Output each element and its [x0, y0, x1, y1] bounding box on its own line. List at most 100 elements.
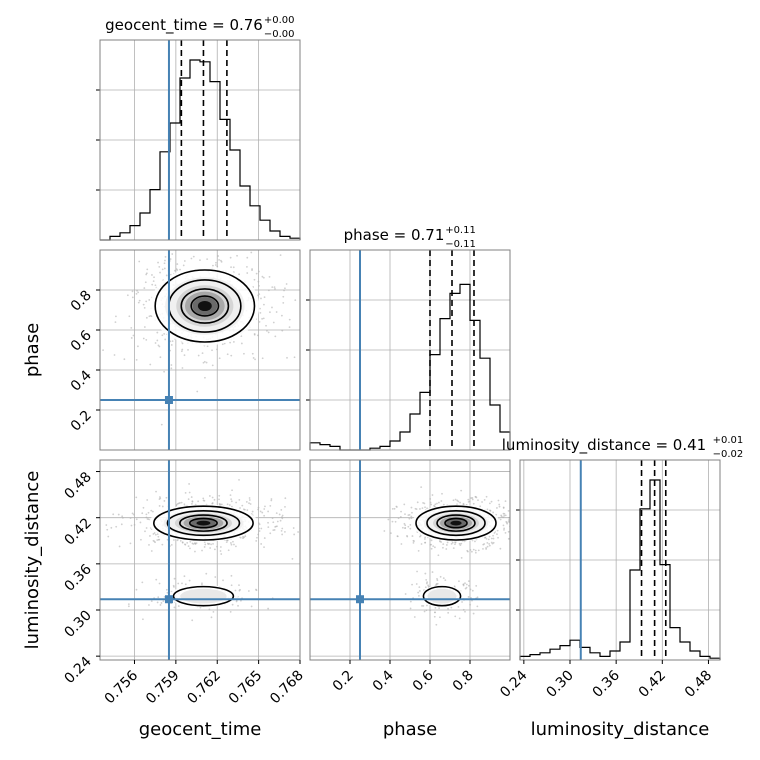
scatter-point	[442, 543, 445, 546]
scatter-point	[151, 274, 153, 276]
scatter-point	[417, 594, 420, 597]
contour-line	[422, 585, 462, 607]
scatter-point	[281, 527, 284, 530]
scatter-point	[488, 542, 491, 545]
scatter-point	[230, 266, 232, 269]
scatter-point	[158, 345, 161, 348]
scatter-point	[244, 535, 247, 538]
scatter-point	[432, 545, 435, 547]
scatter-point	[502, 516, 505, 519]
scatter-point	[424, 506, 426, 509]
scatter-point	[230, 500, 233, 503]
scatter-point	[188, 579, 191, 582]
scatter-point	[246, 256, 249, 259]
scatter-point	[447, 611, 450, 614]
scatter-point	[159, 496, 161, 498]
scatter-point	[276, 525, 278, 528]
scatter-point	[417, 549, 420, 552]
scatter-point	[283, 289, 285, 292]
scatter-point	[220, 503, 223, 506]
scatter-point	[128, 315, 131, 318]
y-tick-label: 0.8	[68, 288, 95, 315]
density-level	[197, 300, 212, 312]
scatter-point	[503, 527, 506, 530]
scatter-point	[142, 303, 145, 306]
scatter-point	[238, 584, 240, 587]
scatter-point	[138, 299, 141, 302]
scatter-point	[261, 275, 264, 278]
scatter-point	[201, 549, 203, 552]
scatter-point	[160, 247, 162, 249]
scatter-point	[269, 532, 272, 535]
scatter-point	[268, 275, 271, 278]
scatter-point	[505, 520, 508, 523]
scatter-point	[475, 496, 478, 499]
scatter-point	[409, 607, 412, 610]
scatter-point	[409, 523, 412, 526]
scatter-point	[429, 543, 432, 546]
scatter-point	[472, 502, 475, 505]
scatter-point	[161, 543, 164, 546]
contour-line	[172, 585, 235, 607]
scatter-point	[271, 517, 274, 520]
scatter-point	[490, 537, 493, 540]
scatter-point	[425, 609, 428, 612]
scatter-point	[251, 352, 254, 355]
scatter-point	[260, 297, 262, 300]
density-level	[427, 588, 457, 604]
scatter-point	[438, 607, 440, 610]
scatter-point	[190, 257, 193, 260]
title-phase: phase = 0.71	[344, 226, 445, 244]
scatter-point	[218, 494, 221, 497]
scatter-point	[260, 543, 263, 545]
text-layer: geocent_time = 0.76 +0.00 −0.00 phase = 0.7…	[22, 15, 743, 740]
scatter-point	[145, 513, 148, 516]
scatter-point	[472, 548, 475, 551]
y-axis-label-phase: phase	[22, 323, 43, 377]
truth-marker	[164, 396, 173, 404]
scatter-point	[444, 579, 447, 582]
scatter-point	[390, 532, 392, 535]
scatter-point	[488, 535, 491, 538]
y-tick-label: 0.6	[68, 327, 95, 354]
scatter-point	[281, 533, 284, 536]
scatter-point	[425, 578, 428, 581]
scatter-point	[105, 524, 108, 526]
scatter-point	[284, 287, 286, 290]
scatter-point	[383, 530, 386, 532]
scatter-point	[191, 502, 193, 505]
scatter-point	[426, 507, 429, 510]
scatter-point	[500, 514, 502, 517]
truth-marker	[164, 595, 173, 604]
scatter-point	[158, 582, 161, 585]
scatter-point	[527, 516, 529, 518]
scatter-point	[227, 549, 230, 552]
scatter-point	[512, 513, 514, 515]
scatter-point	[483, 543, 486, 545]
scatter-point	[458, 617, 461, 620]
scatter-point	[141, 581, 144, 584]
scatter-point	[281, 517, 284, 520]
scatter-point	[261, 511, 264, 514]
scatter-point	[235, 501, 238, 504]
scatter-point	[464, 587, 467, 590]
scatter-point	[420, 486, 423, 489]
scatter-point	[214, 264, 217, 266]
scatter-point	[412, 541, 415, 544]
scatter-point	[173, 246, 175, 248]
scatter-point	[235, 600, 238, 603]
scatter-point	[498, 503, 501, 506]
scatter-point	[424, 572, 427, 575]
scatter-point	[150, 550, 153, 552]
scatter-point	[394, 520, 397, 523]
title-sub-luminosity_distance: −0.02	[713, 449, 744, 460]
panel-frame	[99, 459, 301, 661]
scatter-point	[221, 343, 224, 346]
scatter-point	[159, 271, 161, 274]
contour-line	[415, 505, 497, 541]
scatter-point	[489, 509, 492, 512]
scatter-point	[257, 508, 259, 511]
scatter-point	[141, 512, 144, 515]
scatter-point	[477, 499, 479, 502]
scatter-point	[145, 300, 148, 303]
